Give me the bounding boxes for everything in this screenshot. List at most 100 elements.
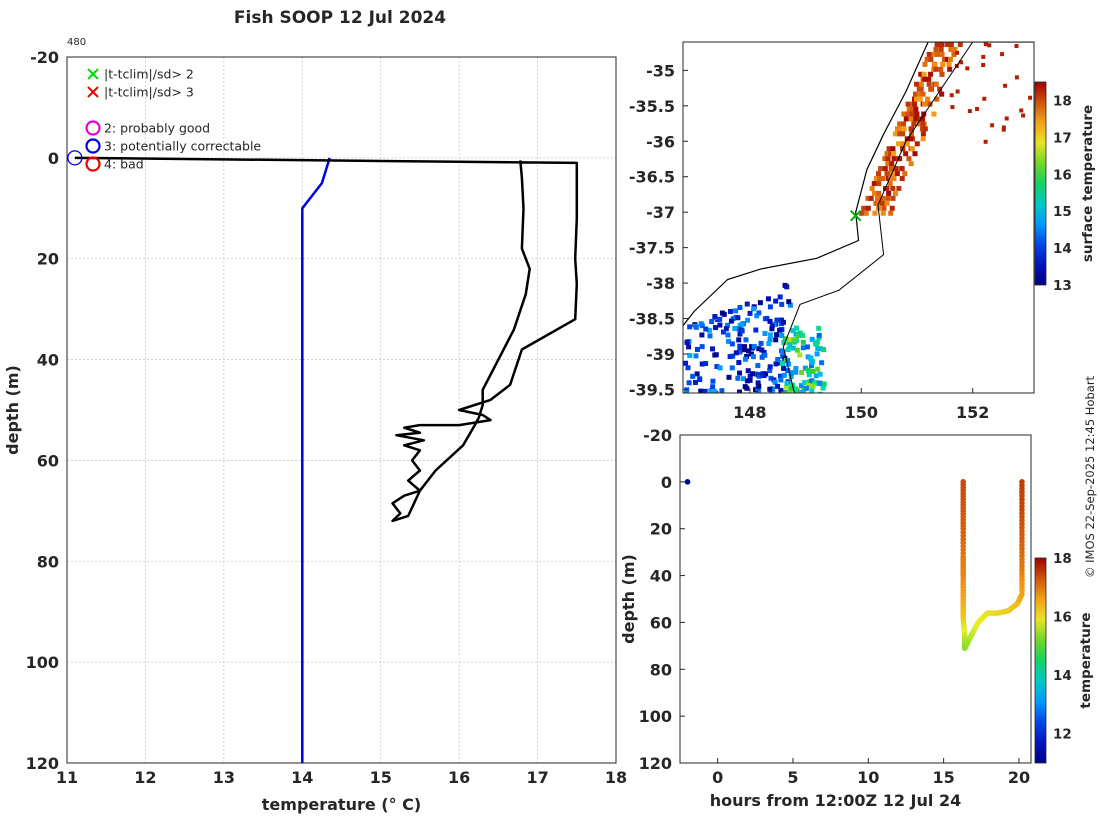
sst-pixel — [769, 323, 775, 329]
x-tick-label: 14 — [291, 768, 313, 787]
sst-pixel — [784, 380, 790, 386]
sst-pixel — [869, 185, 875, 191]
sst-pixel — [899, 166, 905, 172]
sst-pixel — [917, 96, 923, 102]
sst-pixel — [786, 361, 792, 367]
sst-pixel — [728, 318, 734, 324]
sst-pixel — [887, 180, 893, 186]
sst-pixel — [809, 391, 815, 393]
sst-pixel — [817, 346, 823, 352]
sst-pixel — [873, 176, 879, 182]
sst-pixel — [901, 121, 907, 127]
sst-pixel — [790, 328, 796, 334]
sst-pixel — [792, 386, 798, 392]
y-tick-label: -37.5 — [629, 239, 675, 258]
sst-pixel — [904, 141, 910, 147]
sst-pixel — [920, 91, 926, 97]
sst-pixel — [810, 368, 816, 374]
y-tick-label: 80 — [37, 552, 59, 571]
x-tick-label: 13 — [213, 768, 235, 787]
sst-pixel — [911, 121, 917, 127]
sst-pixel — [909, 106, 915, 112]
sst-pixel — [821, 347, 827, 353]
sst-pixel — [907, 136, 913, 142]
sst-pixel — [959, 60, 964, 65]
sst-pixel — [737, 370, 743, 376]
map-panel: 148 150 152 -35 -35.5 -36 -36.5 -37 -37.5 -38 -38.… — [629, 41, 1096, 422]
sst-pixel — [802, 365, 808, 371]
sst-pixel — [1019, 108, 1024, 113]
sst-pixel — [713, 325, 719, 331]
sst-pixel — [886, 190, 892, 196]
sst-pixel — [881, 205, 887, 211]
sst-pixel — [737, 331, 743, 337]
sst-pixel — [793, 325, 799, 331]
sst-pixel — [932, 61, 938, 67]
sst-pixel — [931, 111, 937, 117]
sst-pixel — [725, 332, 731, 338]
sst-pixel — [981, 62, 986, 67]
legend-label: |t-tclim|/sd> 2 — [104, 67, 194, 82]
sst-pixel — [778, 373, 784, 379]
sst-pixel — [939, 91, 945, 97]
sst-pixel — [939, 51, 945, 57]
sst-pixel — [933, 66, 939, 72]
sst-pixel — [766, 341, 772, 347]
colorbar-tick-label: 18 — [1053, 551, 1072, 567]
sst-pixel — [785, 347, 791, 353]
sst-pixel — [793, 366, 799, 372]
x-tick-label: 5 — [787, 768, 798, 787]
sst-pixel — [725, 322, 731, 328]
y-tick-label: 80 — [650, 660, 672, 679]
sst-pixel — [744, 378, 750, 384]
y-tick-label: -35.5 — [629, 97, 675, 116]
sst-pixel — [913, 116, 919, 122]
sst-pixel — [806, 369, 812, 375]
sst-pixel — [880, 176, 886, 182]
sst-pixel — [778, 388, 784, 393]
sst-pixel — [874, 195, 880, 201]
sst-pixel — [928, 56, 934, 62]
sst-pixel — [914, 96, 920, 102]
x-tick-label: 148 — [733, 403, 766, 422]
sst-pixel — [1001, 125, 1006, 130]
sst-pixel — [775, 383, 781, 389]
legend-circle-marker — [85, 156, 101, 172]
sst-pixel — [859, 210, 865, 216]
sst-pixel — [758, 340, 764, 346]
y-tick-label: 60 — [650, 613, 672, 632]
sst-pixel — [891, 156, 897, 162]
y-tick-label: 0 — [48, 149, 59, 168]
x-tick-label: 152 — [956, 403, 989, 422]
sst-pixel — [948, 42, 954, 47]
sst-pixel — [756, 310, 762, 316]
sst-pixel — [922, 126, 928, 132]
sst-pixel — [816, 380, 822, 386]
sst-pixel — [912, 101, 918, 107]
sst-pixel — [787, 343, 793, 349]
sst-pixel — [814, 351, 820, 357]
sst-pixel — [779, 360, 785, 366]
sst-pixel — [939, 42, 945, 47]
legend-x-marker — [87, 68, 99, 80]
sst-pixel — [938, 66, 944, 72]
sst-pixel — [694, 371, 700, 377]
sst-pixel — [920, 116, 926, 122]
sst-pixel — [812, 340, 818, 346]
sst-pixel — [755, 363, 761, 369]
sst-pixel — [865, 205, 871, 211]
sst-pixel — [799, 332, 805, 338]
legend-circle-marker — [85, 138, 101, 154]
sst-pixel — [893, 166, 899, 172]
sst-pixel — [888, 151, 894, 157]
sst-pixel — [880, 195, 886, 201]
page-title: Fish SOOP 12 Jul 2024 — [233, 8, 447, 28]
sst-pixel — [919, 126, 925, 132]
sst-pixel — [929, 86, 935, 92]
sst-pixel — [820, 385, 826, 391]
y-tick-label: 120 — [639, 754, 672, 773]
sst-pixel — [940, 61, 946, 67]
sst-pixel — [733, 350, 739, 356]
sst-pixel — [746, 348, 752, 354]
sst-pixel — [686, 344, 692, 350]
